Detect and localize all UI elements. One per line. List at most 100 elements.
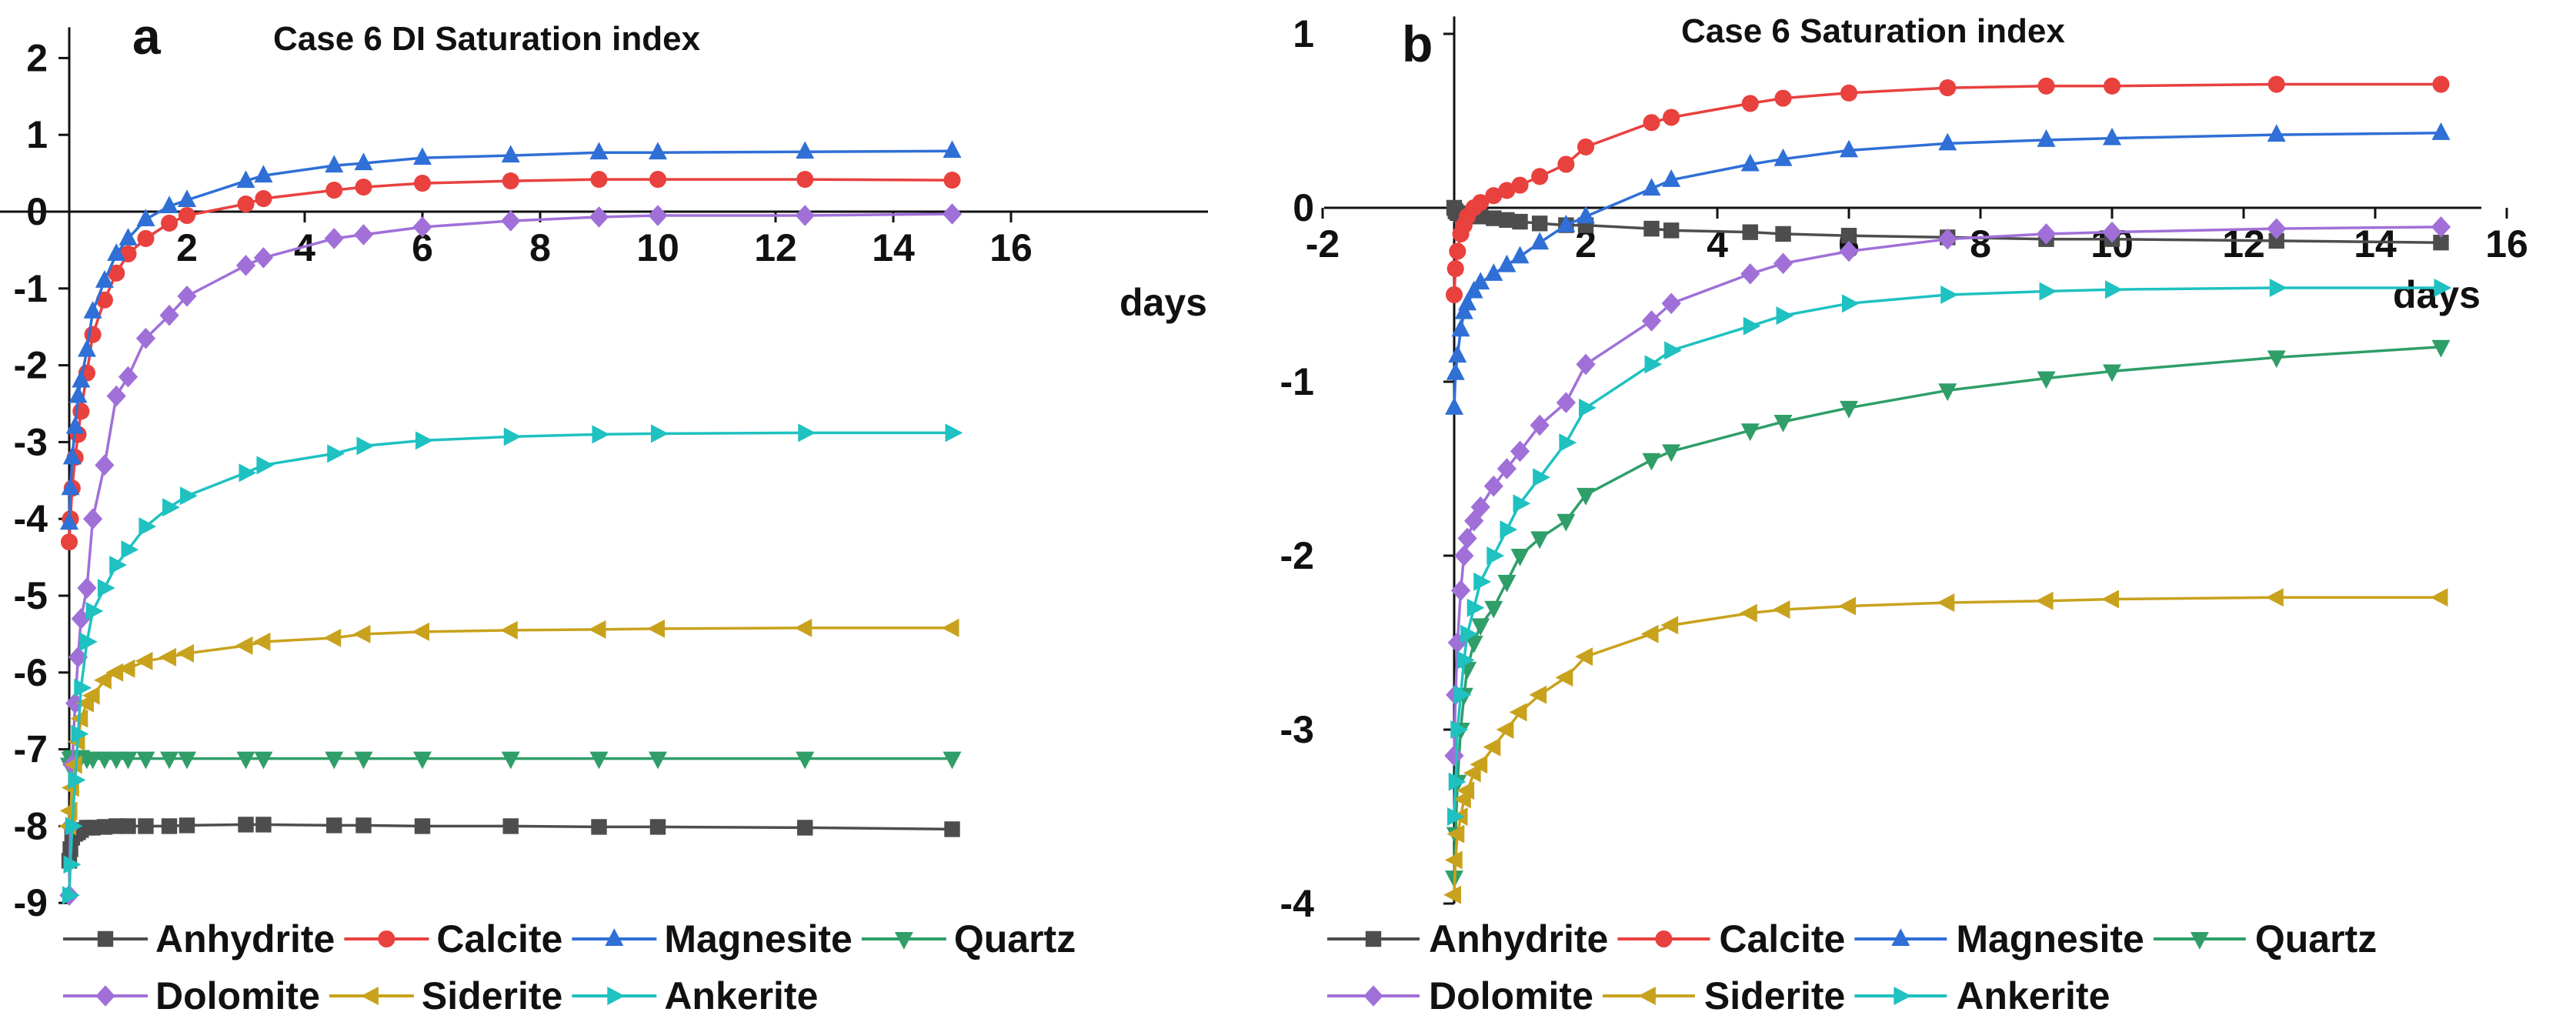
panel-b-siderite-point [2035,591,2054,610]
panel-a-legend: Anhydrite Calcite Magnesite Quartz Dolomite S… [63,917,1076,1017]
panel-b-siderite-point [2430,588,2448,607]
panel-a-ankerite-point [97,579,115,598]
legend-quartz-label: Quartz [954,917,1076,961]
panel-b-ankerite-point [1533,468,1550,487]
panel-b-dolomite-point [1937,228,1957,250]
panel-a-anhydrite-point [120,818,136,834]
panel-a-magnesite-point [501,145,520,163]
legend-magnesite-marker [605,928,624,946]
panel-b-dolomite-line [1453,226,2441,756]
panel-a-label: a [132,8,162,65]
panel-b-magnesite-point [1740,153,1760,172]
panel-a-anhydrite-point [502,818,519,834]
panel-b-magnesite-point [1446,362,1465,380]
panel-b-anhydrite-point [2433,235,2449,251]
panel-a-ankerite-point [945,423,963,443]
panel-b-magnesite-point [2037,129,2056,147]
panel-b-magnesite-point [1840,139,1858,158]
panel-a-calcite-point [796,171,814,189]
panel-a-ankerite-point [180,486,198,506]
panel-a-dolomite-point [942,203,963,225]
panel-b-ankerite-point [1559,433,1577,453]
panel-a-quartz-point [107,751,126,770]
panel-b-magnesite-point [1484,263,1503,281]
panel-a-dolomite-point [118,366,138,388]
panel-b-siderite-point [1444,850,1463,870]
legend-calcite-marker [378,930,395,948]
panel-a-siderite-point [323,628,342,647]
panel-b-dolomite-point [1444,745,1464,767]
panel-b-ankerite-point [1500,520,1518,540]
legend-item-magnesite: Magnesite [1854,917,2144,961]
legend-anhydrite-marker [1365,930,1382,947]
panel-b-ankerite-point [1473,572,1491,591]
panel-b-dolomite-point [2267,218,2287,239]
legend-item-anhydrite: Anhydrite [63,917,335,961]
panel-a-quartz-point [236,751,255,770]
panel-a-siderite-point [105,663,124,682]
panel-b-calcite-point [1577,138,1595,155]
legend-calcite-marker [1655,930,1673,948]
panel-a-anhydrite-point [179,817,195,834]
legend-siderite-label: Siderite [1704,974,1845,1017]
panel-a-ankerite-point [327,444,345,463]
panel-b-calcite-point [1446,260,1464,278]
panel-a-magnesite-point [68,385,88,403]
panel-b-magnesite-point [1642,178,1661,196]
panel-a-siderite-point [176,643,194,663]
panel-b-calcite-point [2103,77,2121,95]
panel-a-magnesite-point [160,195,179,214]
panel-a-quartz-point [413,751,432,770]
panel-b-dolomite-point [1510,440,1530,463]
panel-a-siderite-point [647,619,665,638]
panel-b-anhydrite-point [1512,213,1528,230]
panel-a-siderite-point [82,686,100,705]
panel-a-anhydrite-point [414,818,431,834]
panel-a-quartz-point [160,751,179,770]
panel-b-ankerite-point [1579,398,1597,417]
panel-b-siderite-point [1555,668,1573,687]
panel-a-ankerite-point [74,678,92,697]
panel-b-ankerite-point [2269,278,2287,297]
panel-a-siderite-point [94,670,112,690]
panel-b-siderite-point [1838,596,1856,616]
legend-quartz-marker [894,932,913,950]
panel-b-quartz-point [1577,487,1595,506]
panel-a-ankerite-point [356,436,375,456]
panel-b-anhydrite-point [1775,226,1791,242]
panel-b-dolomite-point [1641,310,1662,332]
panel-b-calcite-point [1498,182,1516,199]
panel-b-calcite-point [1741,95,1759,112]
panel-a-siderite-line [68,626,953,827]
panel-b-anhydrite-point [1663,222,1680,239]
panel-b-magnesite-line [1453,132,2441,408]
panel-a-anhydrite-point [96,819,113,835]
panel-a-quartz-point [178,751,196,770]
panel-b-magnesite-point [1458,292,1477,311]
panel-b-siderite-point [1529,685,1547,704]
panel-b-siderite-point [1483,737,1501,757]
panel-a-calcite-point [355,179,372,196]
panel-a-dolomite-point [83,508,103,530]
panel-a-calcite-point [161,214,179,232]
panel-a-calcite-point [413,175,432,192]
panel-a-dolomite-point [501,210,521,232]
legend-anhydrite-marker [97,930,114,947]
panel-b-ankerite-point [1664,341,1682,360]
panel-a-anhydrite-point [161,818,178,834]
panel-a-quartz-point [501,751,520,770]
panel-b-magnesite-point [1557,214,1576,232]
legend-item-quartz: Quartz [2153,917,2377,961]
panel-b-ankerite-point [2105,280,2123,299]
panel-b-calcite-point [1445,286,1463,304]
panel-a-anhydrite-point [326,817,342,834]
panel-a-magnesite-point [62,446,82,465]
panel-b-siderite-line [1453,596,2441,895]
panel-b-siderite-point [1772,600,1790,620]
panel-a-dolomite-point [177,285,197,307]
legend-dolomite-label: Dolomite [155,974,320,1017]
panel-b-ankerite-point [1743,316,1761,336]
panel-a-siderite-point [135,651,153,670]
panel-a-anhydrite-point [355,817,372,834]
panel-a-magnesite-point [83,300,102,319]
